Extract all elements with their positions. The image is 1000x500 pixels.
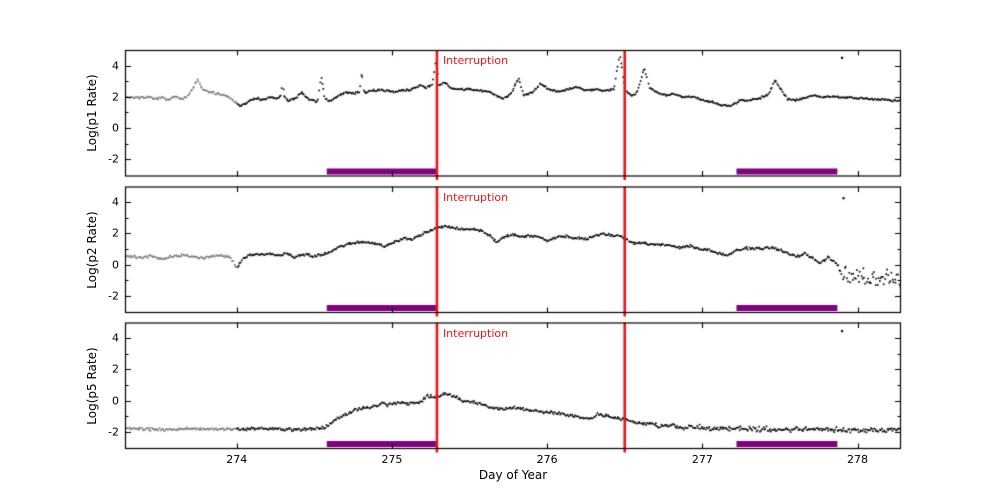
plot-canvas bbox=[0, 0, 1000, 500]
figure: Log(p1 Rate) Log(p2 Rate) Log(p5 Rate) D… bbox=[0, 0, 1000, 500]
